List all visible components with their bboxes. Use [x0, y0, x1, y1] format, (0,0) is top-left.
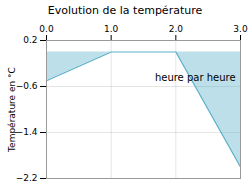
svg-text:0.2: 0.2 — [23, 35, 37, 45]
svg-text:−1.4: −1.4 — [16, 127, 38, 137]
svg-text:Température en °C: Température en °C — [7, 67, 17, 153]
svg-text:0.0: 0.0 — [39, 24, 54, 34]
svg-text:2.0: 2.0 — [169, 24, 184, 34]
svg-text:heure par heure: heure par heure — [155, 72, 236, 83]
svg-text:−2.2: −2.2 — [16, 173, 38, 183]
svg-text:−0.6: −0.6 — [16, 81, 38, 91]
svg-text:3.0: 3.0 — [233, 24, 248, 34]
svg-text:1.0: 1.0 — [104, 24, 119, 34]
html-text:Evolution de la température: Evolution de la température — [47, 4, 203, 17]
